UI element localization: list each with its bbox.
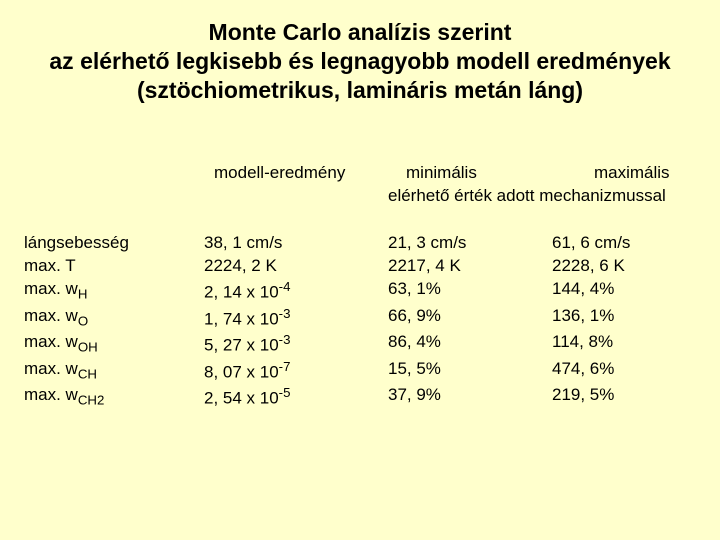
max-value: 114, 8% bbox=[538, 331, 696, 358]
title-line-3: (sztöchiometrikus, lamináris metán láng) bbox=[137, 77, 583, 103]
model-value: 1, 74 x 10-3 bbox=[194, 305, 374, 332]
model-value: 38, 1 cm/s bbox=[194, 232, 374, 255]
param-label: max. wO bbox=[24, 305, 194, 332]
param-label: max. wCH bbox=[24, 358, 194, 385]
header-minmax-top: minimális maximális bbox=[384, 162, 696, 185]
max-value: 474, 6% bbox=[538, 358, 696, 385]
min-value: 15, 5% bbox=[374, 358, 538, 385]
table-row: max. wOH 5, 27 x 10-3 86, 4% 114, 8% bbox=[24, 331, 696, 358]
header-param-empty bbox=[24, 162, 194, 208]
max-value: 144, 4% bbox=[538, 278, 696, 305]
header-max: maximális bbox=[566, 162, 696, 185]
min-value: 66, 9% bbox=[374, 305, 538, 332]
param-label: max. wH bbox=[24, 278, 194, 305]
max-value: 136, 1% bbox=[538, 305, 696, 332]
min-value: 86, 4% bbox=[374, 331, 538, 358]
min-value: 2217, 4 K bbox=[374, 255, 538, 278]
title-line-1: Monte Carlo analízis szerint bbox=[209, 19, 512, 45]
param-label: max. wCH2 bbox=[24, 384, 194, 411]
param-label: max. wOH bbox=[24, 331, 194, 358]
header-minmax: minimális maximális elérhető érték adott… bbox=[384, 162, 696, 208]
max-value: 61, 6 cm/s bbox=[538, 232, 696, 255]
data-rows: lángsebesség 38, 1 cm/s 21, 3 cm/s 61, 6… bbox=[24, 232, 696, 411]
model-value: 2, 14 x 10-4 bbox=[194, 278, 374, 305]
table-row: max. wCH 8, 07 x 10-7 15, 5% 474, 6% bbox=[24, 358, 696, 385]
param-label: lángsebesség bbox=[24, 232, 194, 255]
param-label: max. T bbox=[24, 255, 194, 278]
model-value: 2, 54 x 10-5 bbox=[194, 384, 374, 411]
table-row: max. wH 2, 14 x 10-4 63, 1% 144, 4% bbox=[24, 278, 696, 305]
max-value: 2228, 6 K bbox=[538, 255, 696, 278]
model-value: 2224, 2 K bbox=[194, 255, 374, 278]
header-model: modell-eredmény bbox=[194, 162, 384, 208]
table-row: max. T 2224, 2 K 2217, 4 K 2228, 6 K bbox=[24, 255, 696, 278]
header-min: minimális bbox=[384, 162, 566, 185]
header-row: modell-eredmény minimális maximális elér… bbox=[24, 162, 696, 208]
min-value: 63, 1% bbox=[374, 278, 538, 305]
data-table: modell-eredmény minimális maximális elér… bbox=[24, 162, 696, 411]
header-subtitle: elérhető érték adott mechanizmussal bbox=[384, 185, 696, 208]
table-row: max. wO 1, 74 x 10-3 66, 9% 136, 1% bbox=[24, 305, 696, 332]
model-value: 8, 07 x 10-7 bbox=[194, 358, 374, 385]
table-row: lángsebesség 38, 1 cm/s 21, 3 cm/s 61, 6… bbox=[24, 232, 696, 255]
title-line-2: az elérhető legkisebb és legnagyobb mode… bbox=[49, 48, 670, 74]
slide-title: Monte Carlo analízis szerint az elérhető… bbox=[24, 18, 696, 104]
min-value: 37, 9% bbox=[374, 384, 538, 411]
model-value: 5, 27 x 10-3 bbox=[194, 331, 374, 358]
min-value: 21, 3 cm/s bbox=[374, 232, 538, 255]
slide: Monte Carlo analízis szerint az elérhető… bbox=[0, 0, 720, 540]
max-value: 219, 5% bbox=[538, 384, 696, 411]
table-row: max. wCH2 2, 54 x 10-5 37, 9% 219, 5% bbox=[24, 384, 696, 411]
